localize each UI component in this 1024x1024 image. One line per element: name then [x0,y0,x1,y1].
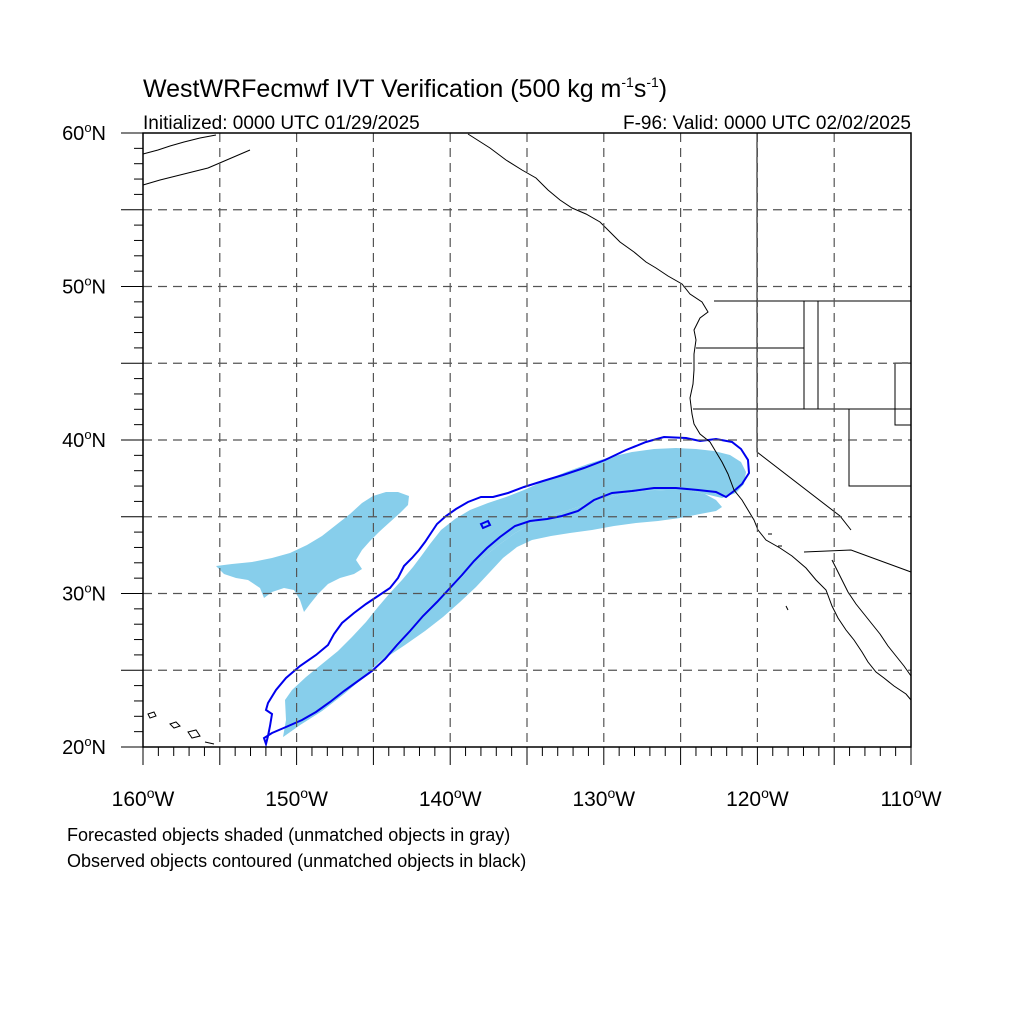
lon-label: 120oW [726,785,789,811]
axis-ticks [121,132,912,765]
forecast-objects [216,448,746,737]
valid-time-label: F-96: Valid: 0000 UTC 02/02/2025 [623,113,911,134]
footer-forecast-note: Forecasted objects shaded (unmatched obj… [67,825,511,845]
footer-observed-note: Observed objects contoured (unmatched ob… [67,851,527,871]
map-title: WestWRFecmwf IVT Verification (500 kg m-… [143,74,667,103]
lat-label: 30oN [62,581,106,606]
lon-label: 150oW [265,785,328,811]
lon-label: 160oW [112,785,175,811]
initialized-label: Initialized: 0000 UTC 01/29/2025 [143,113,420,134]
forecast-object-main-upper [283,448,746,737]
lon-label: 110oW [880,785,941,811]
hawaii-islands [147,711,215,745]
north-america-coastline [467,133,912,701]
lat-label: 40oN [62,427,106,452]
map-panel [121,132,912,765]
longitude-labels: 160oW 150oW 140oW 130oW 120oW 110oW [112,785,942,811]
lat-label: 60oN [62,120,106,145]
coastlines-boundaries [142,133,912,745]
map-frame [142,132,912,748]
lon-label: 140oW [419,785,482,811]
forecast-object-main [283,490,722,737]
channel-islands [768,533,789,611]
baja-california-peninsula [831,559,912,677]
latitude-labels: 20oN 30oN 40oN 50oN 60oN [62,120,106,759]
lon-label: 130oW [572,785,635,811]
observed-object-small [479,519,492,530]
graticule [143,133,911,747]
lat-label: 50oN [62,274,106,299]
alaska-coastline [142,134,251,186]
forecast-object-west [216,492,409,612]
lat-label: 20oN [62,734,106,759]
